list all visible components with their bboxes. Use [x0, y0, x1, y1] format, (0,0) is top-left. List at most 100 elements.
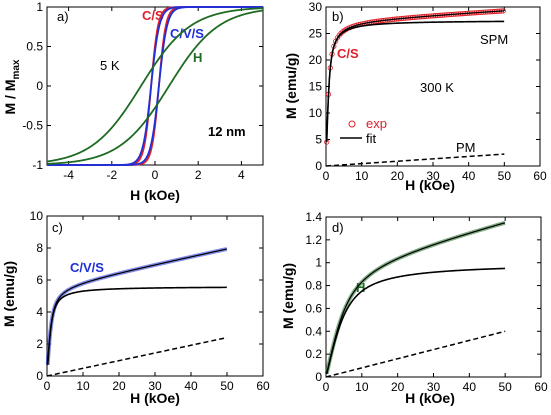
- total-fit-line: [326, 10, 505, 143]
- x-tick-label: 40: [184, 379, 198, 393]
- panel-b-ylabel: M (emu/g): [283, 53, 299, 119]
- y-tick-label: 1.2: [305, 233, 322, 247]
- y-tick-label: 20: [309, 53, 323, 67]
- panel-b-xlabel: H (kOe): [405, 177, 455, 193]
- x-tick-label: 30: [427, 380, 441, 394]
- x-tick-label: 20: [391, 380, 405, 394]
- loop-1-descending: [47, 6, 263, 166]
- x-tick-label: 20: [391, 169, 405, 183]
- panel-c-xlabel: H (kOe): [130, 390, 180, 406]
- panel-b-annotation-pm: PM: [456, 140, 476, 155]
- y-tick-label: 0: [36, 369, 43, 383]
- panel-b-legend-exp-marker: [348, 120, 356, 128]
- panel-a-ylabel: M / Mmax: [2, 59, 22, 114]
- y-tick-label: 0.5: [26, 40, 43, 54]
- panel-d-ylabel: M (emu/g): [280, 263, 296, 329]
- x-tick-label: 0: [44, 379, 51, 393]
- x-tick-label: 30: [426, 169, 440, 183]
- panel-a-annotation-size: 12 nm: [208, 124, 246, 139]
- panel-c-annotation-cvs: C/V/S: [70, 260, 104, 275]
- y-tick-label: 1.4: [305, 210, 322, 224]
- total-fit-line: [47, 248, 227, 365]
- x-tick-label: 50: [498, 169, 512, 183]
- pm-component-line: [325, 330, 506, 378]
- panel-b-annotation-spm: SPM: [480, 32, 508, 47]
- y-tick-label: 1: [315, 256, 322, 270]
- panel-a-frame: [46, 6, 264, 166]
- panel-a-xlabel: H (kOe): [130, 187, 180, 203]
- x-tick-label: -2: [106, 168, 117, 182]
- y-tick-label: 30: [309, 0, 323, 14]
- panel-d-xlabel: H (kOe): [405, 390, 455, 406]
- panel-a: a) C/S C/V/S H 5 K 12 nm H (kOe) M / Mma…: [2, 0, 264, 203]
- x-tick-label: 20: [112, 379, 126, 393]
- loop-0-descending: [47, 6, 263, 166]
- loop-2-descending: [46, 7, 264, 163]
- x-tick-label: 0: [323, 380, 330, 394]
- x-tick-label: 40: [463, 380, 477, 394]
- y-tick-label: 6: [36, 273, 43, 287]
- x-tick-label: 10: [76, 379, 90, 393]
- total-fit-line: [326, 222, 506, 374]
- y-tick-label: 0.2: [305, 347, 322, 361]
- pm-component-line: [46, 336, 228, 377]
- panel-a-label: a): [57, 9, 69, 24]
- y-tick-label: 15: [309, 80, 323, 94]
- x-tick-label: 4: [238, 168, 245, 182]
- y-tick-label: -0.5: [22, 119, 43, 133]
- panel-b-label: b): [332, 9, 344, 24]
- y-tick-label: 10: [309, 106, 323, 120]
- panel-a-annotation-temp: 5 K: [100, 58, 120, 73]
- x-tick-label: 40: [462, 169, 476, 183]
- y-tick-label: 1: [36, 0, 43, 14]
- panel-a-ylabel-main: M / M: [2, 80, 18, 115]
- panel-c-frame: [46, 215, 264, 377]
- x-tick-label: 10: [355, 169, 369, 183]
- x-tick-label: 10: [355, 380, 369, 394]
- panel-b-legend-fit: fit: [366, 131, 377, 146]
- y-tick-label: 0: [315, 370, 322, 384]
- x-tick-label: 60: [534, 380, 548, 394]
- panel-c-ylabel: M (emu/g): [1, 261, 17, 327]
- panel-a-annotation-h: H: [193, 50, 202, 65]
- panel-a-annotation-cs: C/S: [142, 8, 164, 23]
- x-tick-label: 0: [152, 168, 159, 182]
- loop-0-ascending: [47, 6, 263, 166]
- y-tick-label: 5: [315, 133, 322, 147]
- y-tick-label: 0.8: [305, 279, 322, 293]
- panel-d: d) H H (kOe) M (emu/g) 0 10 20 30 40 50 60 0 0.2…: [280, 210, 548, 406]
- y-tick-label: 0: [315, 159, 322, 173]
- y-tick-label: 10: [30, 209, 44, 223]
- y-tick-label: 2: [36, 337, 43, 351]
- y-tick-label: 4: [36, 305, 43, 319]
- spm-component-line: [46, 286, 227, 365]
- x-tick-label: 0: [323, 169, 330, 183]
- panel-b-annotation-cs: C/S: [337, 46, 359, 61]
- y-tick-label: 0.6: [305, 301, 322, 315]
- panel-c: c) C/V/S H (kOe) M (emu/g) 0 10 20 30 40 50 60…: [1, 209, 270, 406]
- panel-b: b) C/S SPM 300 K PM exp fit H (kOe) M (e…: [283, 0, 547, 193]
- x-tick-label: 60: [256, 379, 270, 393]
- spm-component-line: [325, 267, 506, 375]
- x-tick-label: 60: [533, 169, 547, 183]
- panel-b-legend-exp: exp: [366, 116, 387, 131]
- y-tick-label: 0: [36, 79, 43, 93]
- panel-d-frame: [325, 216, 542, 378]
- spm-component-line: [325, 20, 505, 143]
- loop-1-ascending: [47, 6, 263, 166]
- panel-b-annotation-temp: 300 K: [420, 80, 454, 95]
- panel-a-ylabel-sub: max: [11, 59, 22, 79]
- x-tick-label: 50: [498, 380, 512, 394]
- panel-a-annotation-cvs: C/V/S: [170, 26, 204, 41]
- loop-2-ascending: [46, 9, 264, 165]
- y-tick-label: -1: [32, 158, 43, 172]
- panel-d-label: d): [332, 220, 344, 235]
- y-tick-label: 25: [309, 27, 323, 41]
- panel-c-label: c): [52, 220, 63, 235]
- x-tick-label: 50: [220, 379, 234, 393]
- x-tick-label: 30: [148, 379, 162, 393]
- y-tick-label: 8: [36, 241, 43, 255]
- x-tick-label: -4: [63, 168, 74, 182]
